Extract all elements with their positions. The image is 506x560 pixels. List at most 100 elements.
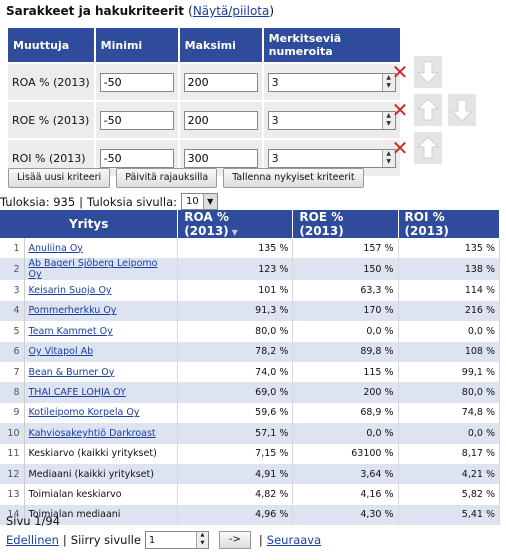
roa-value: 57,1 % [177,423,294,444]
delete-criterion-icon[interactable]: ✕ [391,98,409,122]
min-input[interactable] [99,148,174,168]
goto-page-value: 1 [148,534,156,546]
move-down-button[interactable] [414,56,442,88]
delete-criterion-icon[interactable]: ✕ [391,136,409,160]
company-cell: Kotileipomo Korpela Oy [24,402,179,424]
table-row: 7 Bean & Burner Oy 74,0 % 115 % 99,1 % [0,361,501,383]
digits-stepper[interactable]: 3 ▲ ▼ [267,148,396,168]
roi-value: 0,0 % [398,321,501,342]
max-input[interactable] [183,148,258,168]
row-number: 3 [0,280,25,301]
save-criteria-button[interactable]: Tallenna nykyiset kriteerit [223,168,364,188]
show-hide-link[interactable]: Näytä/piilota [192,4,270,18]
digits-value: 3 [271,113,279,127]
criteria-label: ROA % (2013) [8,64,94,100]
table-row: 12 Mediaani (kaikki yritykset) 4,91 % 3,64 … [0,463,501,485]
company-cell: Toimialan mediaani [24,504,179,526]
company-name: Mediaani (kaikki yritykset) [28,468,154,480]
stepper-up-icon[interactable]: ▲ [386,73,391,81]
company-link[interactable]: THAI CAFE LOHJA OY [28,387,126,399]
column-header-roi[interactable]: ROI % (2013) [398,210,501,238]
roa-value: 101 % [177,280,294,301]
roa-value: 4,91 % [177,463,294,485]
company-link[interactable]: Pommerherkku Oy [28,305,117,317]
company-cell: Team Kammet Oy [24,321,179,342]
delete-criterion-icon[interactable]: ✕ [391,60,409,84]
per-page-label: Tuloksia sivulla: [87,194,177,209]
roe-value: 115 % [292,361,399,383]
company-cell: Bean & Burner Oy [24,361,179,383]
max-input[interactable] [183,72,258,92]
roa-value: 123 % [177,258,294,281]
roe-value: 150 % [292,258,399,281]
criteria-title: Sarakkeet ja hakukriteerit (Näytä/piilot… [6,4,274,18]
company-link[interactable]: Keisarin Suoja Oy [28,285,112,297]
stepper-up-icon[interactable]: ▲ [200,532,205,538]
roa-value: 4,96 % [177,504,294,526]
stepper-up-icon[interactable]: ▲ [386,149,391,157]
column-header-company[interactable]: Yritys [0,210,179,238]
criteria-row: ROI % (2013) 3▲▼ [8,140,400,176]
digits-stepper[interactable]: 3 ▲ ▼ [267,72,396,92]
column-header-roa[interactable]: ROA % (2013) ▼ [177,210,294,238]
add-criterion-button[interactable]: Lisää uusi kriteeri [8,168,111,188]
company-link[interactable]: Team Kammet Oy [28,325,113,337]
per-page-value: 10 [186,196,199,207]
stepper-down-icon[interactable]: ▼ [386,82,391,89]
table-row: 3 Keisarin Suoja Oy 101 % 63,3 % 114 % [0,280,501,301]
company-link[interactable]: Bean & Burner Oy [28,366,115,378]
go-button[interactable]: -> [218,531,251,549]
roe-value: 0,0 % [292,423,399,444]
table-row: 4 Pommerherkku Oy 91,3 % 170 % 216 % [0,300,501,322]
stepper-up-icon[interactable]: ▲ [386,111,391,119]
row-number: 13 [0,484,25,505]
previous-link[interactable]: Edellinen [6,533,59,547]
criteria-table: Muuttuja Minimi Maksimi Merkitseviä nume… [6,26,402,178]
digits-stepper[interactable]: 3 ▲ ▼ [267,110,396,130]
min-input[interactable] [99,72,174,92]
table-row: 9 Kotileipomo Korpela Oy 59,6 % 68,9 % 74,8 … [0,402,501,424]
company-name: Toimialan mediaani [28,509,121,521]
company-link[interactable]: Anuliina Oy [28,242,83,254]
results-summary: Tuloksia: 935 | Tuloksia sivulla: 10 ▼ [0,193,218,210]
next-link[interactable]: Seuraava [266,533,322,547]
min-input[interactable] [99,110,174,130]
column-header-roe[interactable]: ROE % (2013) [292,210,399,238]
roi-value: 0,0 % [398,423,501,444]
row-number: 5 [0,321,25,342]
move-up-button[interactable] [414,132,442,164]
roe-value: 4,16 % [292,484,399,505]
criteria-row: ROE % (2013) 3 ▲▼ [8,102,400,138]
table-row: 14 Toimialan mediaani 4,96 % 4,30 % 5,41 % [0,504,501,526]
row-number: 10 [0,423,25,444]
criteria-header-variable: Muuttuja [8,28,94,62]
roe-value: 63,3 % [292,280,399,301]
company-cell: Ab Bageri Sjöberg Leipomo Oy [24,258,179,281]
stepper-down-icon[interactable]: ▼ [386,120,391,127]
roa-value: 69,0 % [177,382,294,403]
table-row: 13 Toimialan keskiarvo 4,82 % 4,16 % 5,82 % [0,484,501,505]
table-row: 11 Keskiarvo (kaikki yritykset) 7,15 % 6310… [0,443,501,464]
row-number: 1 [0,238,25,259]
roi-value: 5,41 % [398,504,501,526]
sort-desc-icon: ▼ [231,228,238,237]
roa-value: 91,3 % [177,300,294,322]
company-name: Keskiarvo (kaikki yritykset) [28,448,157,460]
update-button[interactable]: Päivitä rajauksilla [116,168,218,188]
stepper-down-icon[interactable]: ▼ [386,158,391,165]
row-number: 4 [0,300,25,322]
page-info: Sivu 1/94 [6,514,61,528]
criteria-label: ROE % (2013) [8,102,94,138]
row-number: 11 [0,443,25,464]
arrow-up-icon [417,98,439,121]
move-up-button[interactable] [414,94,442,126]
goto-page-stepper[interactable]: 1 ▲ ▼ [144,531,209,549]
company-link[interactable]: Oy Vitapol Ab [28,346,94,358]
max-input[interactable] [183,110,258,130]
company-link[interactable]: Kahviosakeyhtiö Darkroast [28,427,156,439]
move-down-button[interactable] [448,94,476,126]
company-link[interactable]: Ab Bageri Sjöberg Leipomo Oy [28,258,158,281]
per-page-select[interactable]: 10 ▼ [181,193,218,210]
stepper-down-icon[interactable]: ▼ [200,540,205,546]
company-link[interactable]: Kotileipomo Korpela Oy [28,407,140,419]
